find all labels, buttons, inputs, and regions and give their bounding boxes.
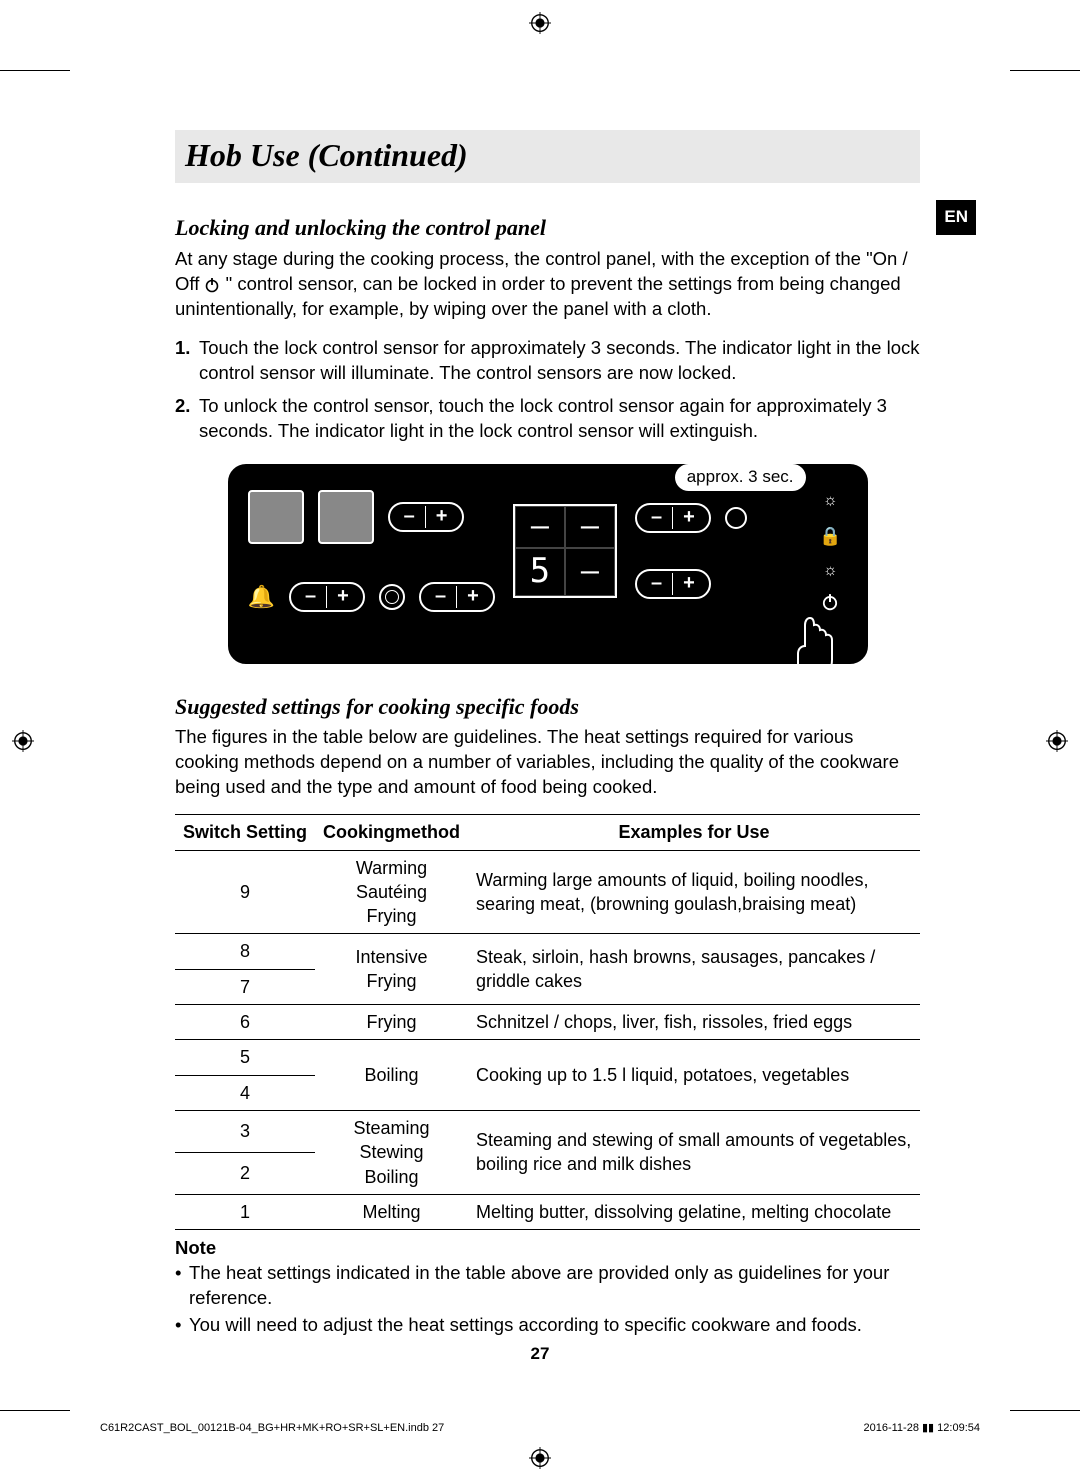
cooking-zone-icon [318, 490, 374, 544]
cooking-method-cell: Boiling [315, 1040, 468, 1111]
switch-setting-cell: 4 [175, 1075, 315, 1110]
zone-select-icon [725, 507, 747, 529]
plus-icon: + [467, 583, 479, 610]
heat-indicator-icon: ☼ [823, 560, 838, 582]
minus-icon: – [404, 503, 415, 530]
minus-icon: – [651, 504, 662, 531]
note-item: You will need to adjust the heat setting… [175, 1313, 920, 1338]
minus-icon: – [435, 583, 446, 610]
minus-plus-control: –+ [419, 582, 495, 612]
table-row: 8IntensiveFryingSteak, sirloin, hash bro… [175, 934, 920, 969]
registration-mark-icon [12, 730, 34, 752]
pointer-finger-icon [790, 616, 836, 676]
plus-icon: + [337, 583, 349, 610]
display-cell: – [565, 506, 615, 549]
crop-mark [1010, 1341, 1080, 1411]
bell-icon: 🔔 [248, 582, 275, 612]
power-icon [204, 277, 220, 293]
examples-cell: Warming large amounts of liquid, boiling… [468, 850, 920, 934]
registration-mark-icon [1046, 730, 1068, 752]
switch-setting-cell: 7 [175, 969, 315, 1004]
table-header-row: Switch Setting Cookingmethod Examples fo… [175, 815, 920, 850]
power-icon [821, 593, 839, 611]
examples-cell: Steak, sirloin, hash browns, sausages, p… [468, 934, 920, 1005]
note-text: You will need to adjust the heat setting… [189, 1314, 862, 1335]
dual-zone-icon [379, 584, 405, 610]
col-header: Cookingmethod [315, 815, 468, 850]
examples-cell: Steaming and stewing of small amounts of… [468, 1110, 920, 1194]
crop-mark [0, 70, 70, 140]
cooking-method-cell: SteamingStewingBoiling [315, 1110, 468, 1194]
table-row: 9WarmingSautéingFryingWarming large amou… [175, 850, 920, 934]
section-title-bar: Hob Use (Continued) [175, 130, 920, 183]
plus-icon: + [683, 570, 695, 597]
col-header: Examples for Use [468, 815, 920, 850]
note-item: The heat settings indicated in the table… [175, 1261, 920, 1311]
note-heading: Note [175, 1236, 920, 1261]
registration-mark-icon [529, 1447, 551, 1469]
display-cell: – [515, 506, 565, 549]
table-row: 1MeltingMelting butter, dissolving gelat… [175, 1194, 920, 1229]
minus-plus-control: –+ [635, 503, 711, 533]
switch-setting-cell: 6 [175, 1005, 315, 1040]
notes-list: The heat settings indicated in the table… [175, 1261, 920, 1338]
minus-plus-control: –+ [388, 502, 464, 532]
switch-setting-cell: 8 [175, 934, 315, 969]
note-text: The heat settings indicated in the table… [189, 1262, 889, 1308]
heat-indicator-icon: ☼ [823, 490, 838, 512]
cooking-method-cell: Melting [315, 1194, 468, 1229]
minus-icon: – [651, 570, 662, 597]
switch-setting-cell: 3 [175, 1110, 315, 1152]
table-row: 6FryingSchnitzel / chops, liver, fish, r… [175, 1005, 920, 1040]
examples-cell: Schnitzel / chops, liver, fish, rissoles… [468, 1005, 920, 1040]
step-item: To unlock the control sensor, touch the … [175, 394, 920, 444]
callout-bubble: approx. 3 sec. [675, 464, 806, 491]
display-cell: 5 [515, 548, 565, 596]
display-cell: – [565, 548, 615, 596]
switch-setting-cell: 2 [175, 1152, 315, 1194]
plus-icon: + [683, 504, 695, 531]
page-number: 27 [531, 1343, 550, 1366]
crop-mark [1010, 70, 1080, 140]
switch-setting-cell: 5 [175, 1040, 315, 1075]
switch-setting-cell: 1 [175, 1194, 315, 1229]
cooking-method-cell: Frying [315, 1005, 468, 1040]
lock-icon: 🔒 [819, 524, 841, 548]
settings-table: Switch Setting Cookingmethod Examples fo… [175, 814, 920, 1230]
step-text: To unlock the control sensor, touch the … [199, 395, 887, 441]
steps-list: Touch the lock control sensor for approx… [175, 336, 920, 444]
table-row: 5BoilingCooking up to 1.5 l liquid, pota… [175, 1040, 920, 1075]
table-row: 3SteamingStewingBoilingSteaming and stew… [175, 1110, 920, 1152]
body-text: At any stage during the cooking process,… [175, 247, 920, 322]
intro-text-post: " control sensor, can be locked in order… [175, 273, 901, 319]
cooking-zone-icon [248, 490, 304, 544]
control-panel-figure: approx. 3 sec. –+ 🔔 –+ –+ – – 5 [228, 464, 868, 664]
switch-setting-cell: 9 [175, 850, 315, 934]
language-tab: EN [936, 200, 976, 235]
subsection-heading: Locking and unlocking the control panel [175, 213, 920, 243]
step-item: Touch the lock control sensor for approx… [175, 336, 920, 386]
cooking-method-cell: WarmingSautéingFrying [315, 850, 468, 934]
examples-cell: Cooking up to 1.5 l liquid, potatoes, ve… [468, 1040, 920, 1111]
body-text: The figures in the table below are guide… [175, 725, 920, 800]
minus-plus-control: –+ [289, 582, 365, 612]
col-header: Switch Setting [175, 815, 315, 850]
plus-icon: + [436, 503, 448, 530]
page-title: Hob Use (Continued) [185, 134, 910, 177]
minus-plus-control: –+ [635, 569, 711, 599]
minus-icon: – [305, 583, 316, 610]
step-text: Touch the lock control sensor for approx… [199, 337, 920, 383]
cooking-method-cell: IntensiveFrying [315, 934, 468, 1005]
registration-mark-icon [529, 12, 551, 34]
crop-mark [0, 1341, 70, 1411]
footer-timestamp: 2016-11-28 ▮▮ 12:09:54 [864, 1421, 981, 1436]
examples-cell: Melting butter, dissolving gelatine, mel… [468, 1194, 920, 1229]
segment-display: – – 5 – [513, 504, 617, 598]
subsection-heading: Suggested settings for cooking specific … [175, 692, 920, 722]
footer-filename: C61R2CAST_BOL_00121B-04_BG+HR+MK+RO+SR+S… [100, 1421, 444, 1436]
